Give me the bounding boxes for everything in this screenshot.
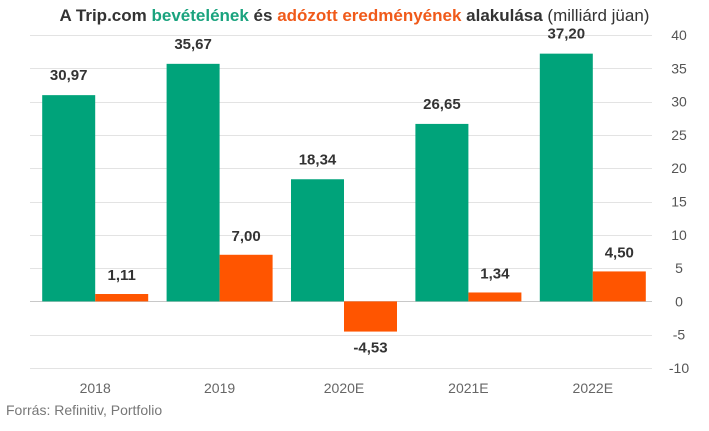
- revenue-bar: [415, 123, 469, 302]
- y-tick-label: 40: [671, 27, 687, 43]
- y-tick-label: 10: [671, 227, 687, 243]
- profit-bar: [95, 294, 149, 302]
- title-part-3: és: [248, 6, 278, 25]
- title-revenue-word: bevételének: [151, 6, 249, 25]
- title-part-1: A Trip.com: [59, 6, 152, 25]
- y-tick-label: 20: [671, 160, 687, 176]
- revenue-data-label: 30,97: [50, 67, 88, 84]
- revenue-data-label: 35,67: [174, 36, 212, 53]
- y-tick-label: 0: [675, 293, 683, 309]
- profit-data-label: -4,53: [353, 340, 387, 357]
- chart-source: Forrás: Refinitiv, Portfolio: [6, 402, 163, 418]
- x-tick-label: 2022E: [573, 380, 613, 396]
- y-tick-label: 25: [671, 127, 687, 143]
- chart-title: A Trip.com bevételének és adózott eredmé…: [0, 6, 709, 26]
- profit-data-label: 4,50: [605, 244, 634, 261]
- y-tick-label: 35: [671, 60, 687, 76]
- title-part-5: alakulása: [461, 6, 543, 25]
- x-tick-label: 2021E: [448, 380, 488, 396]
- revenue-bar: [291, 179, 344, 302]
- y-tick-label: 30: [671, 94, 687, 110]
- x-tick-label: 2019: [204, 380, 235, 396]
- y-tick-label: 15: [671, 194, 687, 210]
- x-tick-label: 2020E: [324, 380, 364, 396]
- revenue-bar: [539, 53, 593, 302]
- revenue-data-label: 37,20: [548, 26, 586, 43]
- profit-bar: [344, 301, 397, 332]
- revenue-data-label: 26,65: [423, 96, 461, 113]
- profit-bar: [468, 292, 522, 302]
- profit-data-label: 1,11: [108, 267, 136, 284]
- y-tick-label: -10: [669, 360, 689, 376]
- profit-data-label: 7,00: [231, 228, 260, 245]
- revenue-bar: [42, 95, 96, 302]
- y-tick-label: -5: [673, 327, 686, 343]
- revenue-data-label: 18,34: [299, 151, 337, 168]
- y-tick-label: 5: [675, 260, 683, 276]
- x-tick-label: 2018: [80, 380, 111, 396]
- title-unit: (milliárd jüan): [542, 6, 650, 25]
- profit-bar: [592, 271, 646, 302]
- profit-data-label: 1,34: [480, 265, 510, 282]
- title-profit-word: adózott eredményének: [277, 6, 462, 25]
- profit-bar: [219, 254, 273, 302]
- revenue-bar: [166, 63, 220, 302]
